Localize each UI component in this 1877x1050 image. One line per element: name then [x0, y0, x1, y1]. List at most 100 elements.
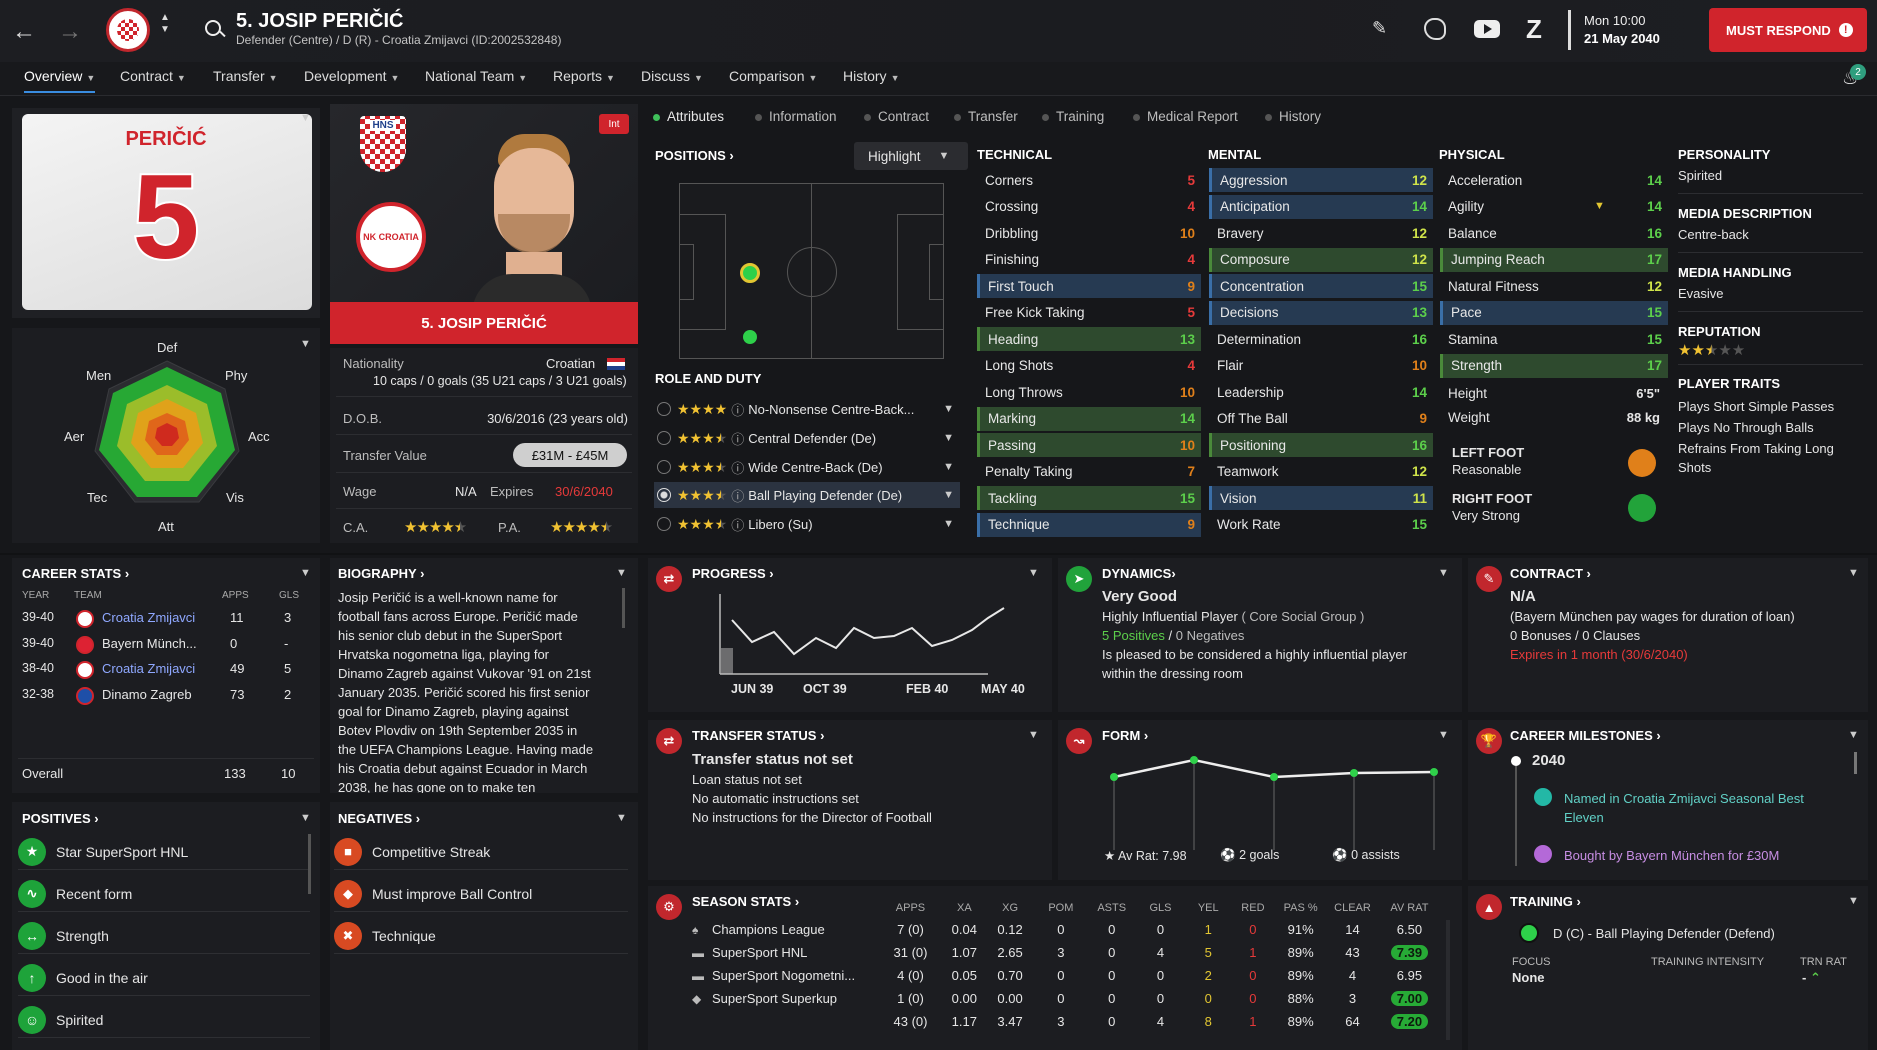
training-title[interactable]: TRAINING ›: [1510, 894, 1581, 909]
chevron-down-icon[interactable]: ▼: [616, 812, 627, 824]
role-row-cd[interactable]: ★★★★ ⓘ Central Defender (De) ▼: [654, 425, 960, 451]
attr-row-phys[interactable]: Balance 16: [1440, 221, 1668, 245]
radio-button[interactable]: [657, 460, 671, 474]
attr-row-phys[interactable]: Pace 15: [1440, 300, 1668, 325]
chevron-down-icon[interactable]: ▼: [1028, 567, 1039, 579]
z-icon[interactable]: Z: [1526, 14, 1542, 44]
chevron-down-icon[interactable]: ▼: [616, 567, 627, 579]
negatives-title[interactable]: NEGATIVES ›: [338, 811, 421, 826]
attr-row-mental[interactable]: Leadership 14: [1209, 380, 1433, 404]
attr-row-tech[interactable]: Long Throws 10: [977, 380, 1201, 404]
milestone-2[interactable]: Bought by Bayern München for £30M: [1564, 848, 1780, 863]
nav-development[interactable]: Development ▼: [304, 68, 399, 84]
attr-row-tech[interactable]: Finishing 4: [977, 248, 1201, 272]
milestone-1a[interactable]: Named in Croatia Zmijavci Seasonal Best: [1564, 791, 1804, 806]
chevron-down-icon[interactable]: ▼: [300, 567, 311, 579]
highlight-dropdown[interactable]: Highlight ▼: [854, 142, 968, 170]
attr-row-mental[interactable]: Teamwork 12: [1209, 460, 1433, 484]
attr-row-phys[interactable]: Acceleration 14: [1440, 168, 1668, 192]
attr-row-mental[interactable]: Anticipation 14: [1209, 194, 1433, 219]
career-team[interactable]: Croatia Zmijavci: [102, 661, 196, 676]
chevron-down-icon[interactable]: ▼: [300, 812, 311, 824]
attr-row-mental[interactable]: Work Rate 15: [1209, 513, 1433, 537]
role-row-libero[interactable]: ★★★★ ⓘ Libero (Su) ▼: [654, 511, 960, 537]
nav-discuss[interactable]: Discuss ▼: [641, 68, 703, 84]
youtube-icon[interactable]: [1474, 20, 1500, 38]
attr-row-mental[interactable]: Determination 16: [1209, 327, 1433, 351]
negative-item[interactable]: ◆ Must improve Ball Control: [334, 876, 628, 912]
tab-information[interactable]: Information: [755, 109, 837, 124]
training-role[interactable]: D (C) - Ball Playing Defender (Defend): [1553, 926, 1775, 941]
radio-button[interactable]: [657, 402, 671, 416]
nav-overview[interactable]: Overview ▼: [24, 68, 96, 93]
chevron-down-icon[interactable]: ▼: [1438, 729, 1449, 741]
attr-row-phys[interactable]: Agility 14: [1440, 195, 1668, 219]
chevron-down-icon[interactable]: ▼: [943, 518, 954, 530]
chevron-down-icon[interactable]: ▼: [1848, 729, 1859, 741]
attr-row-mental[interactable]: Composure 12: [1209, 247, 1433, 272]
chevron-down-icon[interactable]: ▼: [300, 338, 311, 350]
nav-transfer[interactable]: Transfer ▼: [213, 68, 278, 84]
dynamics-title[interactable]: DYNAMICS›: [1102, 566, 1176, 581]
radio-button-selected[interactable]: [657, 488, 671, 502]
chevron-down-icon[interactable]: ▼: [1848, 567, 1859, 579]
positives-title[interactable]: POSITIVES ›: [22, 811, 99, 826]
attr-row-mental[interactable]: Bravery 12: [1209, 221, 1433, 245]
chevron-down-icon[interactable]: ▼: [1028, 729, 1039, 741]
negative-item[interactable]: ✖ Technique: [334, 918, 628, 954]
chevron-down-icon[interactable]: ▼: [1438, 567, 1449, 579]
attr-row-tech[interactable]: Technique 9: [977, 512, 1201, 537]
tab-history[interactable]: History: [1265, 109, 1321, 124]
nav-comparison[interactable]: Comparison ▼: [729, 68, 817, 84]
radio-button[interactable]: [657, 517, 671, 531]
season-row[interactable]: ▬ SuperSport HNL 31 (0) 1.07 2.65 3 0 4 5 1 89% 43 7…: [692, 941, 1442, 964]
attr-row-tech[interactable]: Long Shots 4: [977, 354, 1201, 378]
chevron-down-icon[interactable]: ▼: [300, 112, 311, 124]
contract-title[interactable]: CONTRACT ›: [1510, 566, 1591, 581]
positive-item[interactable]: ↔ Strength: [18, 918, 310, 954]
role-row-bpd[interactable]: ★★★★ ⓘ Ball Playing Defender (De) ▼: [654, 482, 960, 508]
club-badge[interactable]: [106, 8, 150, 52]
nav-history[interactable]: History ▼: [843, 68, 899, 84]
attr-row-mental[interactable]: Concentration 15: [1209, 274, 1433, 298]
positive-item[interactable]: ↑ Good in the air: [18, 960, 310, 996]
forward-arrow-icon[interactable]: →: [58, 18, 82, 45]
attr-row-tech[interactable]: Tackling 15: [977, 486, 1201, 510]
season-scrollbar[interactable]: [1446, 920, 1450, 1040]
attr-row-phys[interactable]: Strength 17: [1440, 353, 1668, 378]
positives-scrollbar[interactable]: [308, 834, 311, 894]
positive-item[interactable]: ∿ Recent form: [18, 876, 310, 912]
season-row[interactable]: 43 (0) 1.17 3.47 3 0 4 8 1 89% 64 7.20: [692, 1010, 1442, 1033]
progress-title[interactable]: PROGRESS ›: [692, 566, 774, 581]
must-respond-button[interactable]: MUST RESPOND !: [1709, 8, 1867, 52]
milestone-1b[interactable]: Eleven: [1564, 810, 1604, 825]
role-row-nncb[interactable]: ★★★★ ⓘ No-Nonsense Centre-Back... ▼: [654, 396, 960, 422]
career-team[interactable]: Dinamo Zagreb: [102, 686, 192, 702]
attr-row-tech[interactable]: Heading 13: [977, 327, 1201, 351]
tab-medical-report[interactable]: Medical Report: [1133, 109, 1238, 124]
chevron-down-icon[interactable]: ▼: [943, 489, 954, 501]
chevron-down-icon[interactable]: ▼: [1848, 895, 1859, 907]
positive-item[interactable]: ★ Star SuperSport HNL: [18, 834, 310, 870]
nav-contract[interactable]: Contract ▼: [120, 68, 186, 84]
transfer-status-title[interactable]: TRANSFER STATUS ›: [692, 728, 825, 743]
tab-attributes[interactable]: Attributes: [653, 109, 724, 124]
career-milestones-title[interactable]: CAREER MILESTONES ›: [1510, 728, 1661, 743]
attr-row-tech[interactable]: First Touch 9: [977, 274, 1201, 298]
tab-training[interactable]: Training: [1042, 109, 1104, 124]
season-row[interactable]: ♠ Champions League 7 (0) 0.04 0.12 0 0 0 1 0 91% 14…: [692, 918, 1442, 941]
negative-item[interactable]: ■ Competitive Streak: [334, 834, 628, 870]
attr-row-phys[interactable]: Jumping Reach 17: [1440, 247, 1668, 272]
tab-contract[interactable]: Contract: [864, 109, 929, 124]
bio-scrollbar[interactable]: [622, 588, 625, 628]
career-team[interactable]: Croatia Zmijavci: [102, 610, 196, 625]
brain-icon[interactable]: [1424, 18, 1446, 40]
biography-title[interactable]: BIOGRAPHY ›: [338, 566, 425, 581]
attr-row-tech[interactable]: Free Kick Taking 5: [977, 301, 1201, 325]
attr-row-tech[interactable]: Passing 10: [977, 433, 1201, 457]
edit-icon[interactable]: ✎: [1372, 18, 1388, 38]
attr-row-mental[interactable]: Decisions 13: [1209, 300, 1433, 325]
attr-row-mental[interactable]: Aggression 12: [1209, 168, 1433, 192]
chevron-down-icon[interactable]: ▼: [943, 403, 954, 415]
season-row[interactable]: ▬ SuperSport Nogometni... 4 (0) 0.05 0.70 0 0 0…: [692, 964, 1442, 987]
